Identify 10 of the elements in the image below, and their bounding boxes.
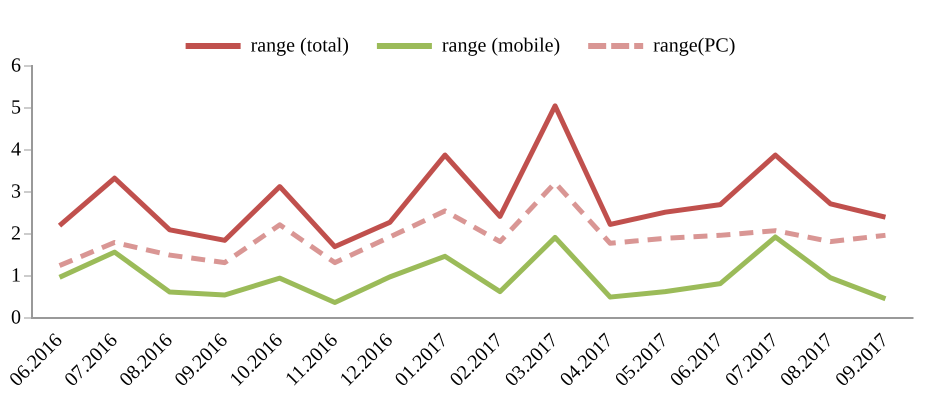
legend-label: range (mobile)	[442, 34, 560, 56]
y-tick-label: 3	[11, 180, 21, 202]
y-tick-label: 2	[11, 222, 21, 244]
y-tick-label: 1	[11, 264, 21, 286]
y-tick-label: 6	[11, 54, 21, 76]
y-tick-label: 0	[11, 306, 21, 328]
y-tick-label: 4	[11, 138, 21, 160]
y-tick-label: 5	[11, 96, 21, 118]
legend-label: range(PC)	[653, 34, 736, 56]
legend-label: range (total)	[250, 34, 349, 56]
